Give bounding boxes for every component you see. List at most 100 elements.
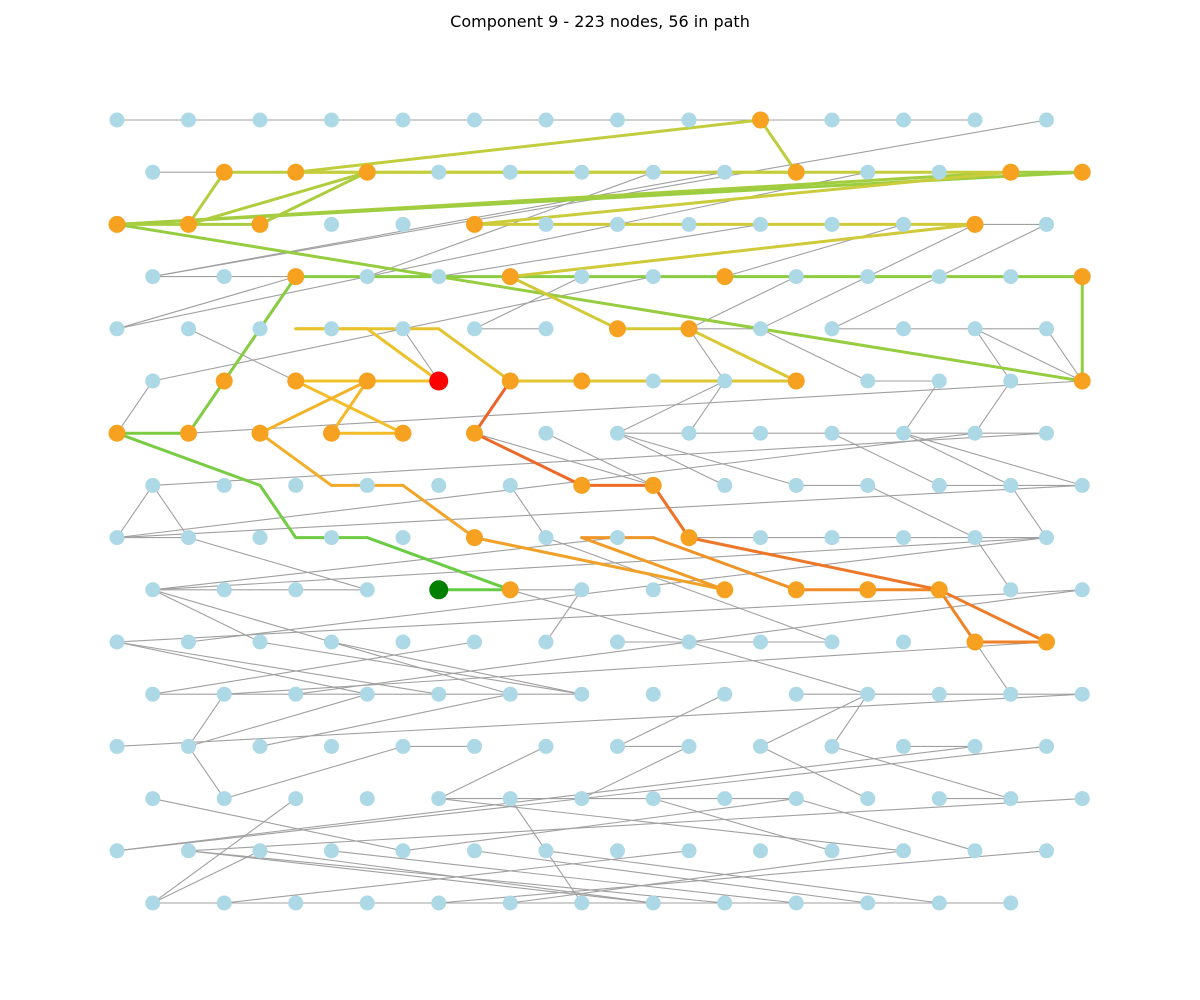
graph-node — [896, 321, 911, 337]
graph-edge — [1046, 328, 1083, 382]
path-node — [966, 215, 984, 233]
path-node — [358, 163, 376, 181]
graph-node — [324, 843, 339, 859]
graph-node — [1074, 477, 1090, 493]
graph-edge — [438, 798, 904, 852]
path-node — [394, 424, 412, 442]
graph-edge — [510, 850, 904, 904]
graph-node — [324, 216, 339, 232]
graph-edge — [224, 745, 404, 800]
graph-edge — [974, 328, 1083, 382]
graph-edge — [474, 432, 654, 486]
path-edge — [401, 483, 476, 540]
graph-node — [931, 686, 947, 702]
path-node — [287, 163, 305, 181]
graph-node — [359, 582, 375, 598]
graph-node — [431, 686, 447, 702]
path-node — [752, 111, 769, 129]
graph-node — [252, 634, 268, 650]
graph-node — [502, 164, 518, 180]
graph-node — [574, 269, 590, 285]
graph-node — [538, 425, 554, 441]
graph-node — [860, 686, 876, 702]
graph-node — [181, 321, 196, 337]
graph-node — [467, 738, 482, 754]
graph-node — [753, 321, 768, 337]
graph-node — [681, 843, 697, 859]
path-edge — [258, 483, 298, 540]
graph-node — [717, 686, 733, 702]
graph-node — [538, 634, 554, 650]
graph-node — [252, 843, 268, 859]
graph-node — [824, 112, 840, 128]
graph-node — [931, 373, 947, 389]
path-node — [609, 320, 626, 338]
graph-node — [574, 582, 590, 598]
path-edge — [687, 327, 798, 383]
path-layer — [115, 118, 1084, 644]
graph-node — [324, 634, 339, 650]
graph-node — [753, 425, 768, 441]
graph-node — [181, 843, 196, 859]
graph-edge — [760, 328, 868, 382]
graph-node — [145, 895, 161, 911]
graph-node — [252, 112, 268, 128]
path-node — [215, 163, 233, 181]
path-edge — [937, 588, 977, 644]
graph-node — [896, 425, 911, 441]
graph-node — [824, 634, 840, 650]
graph-edge — [224, 850, 690, 904]
graph-edge — [116, 432, 976, 539]
path-node — [1073, 268, 1091, 286]
graph-edge — [581, 745, 690, 800]
graph-edge — [438, 223, 761, 278]
graph-node — [824, 425, 840, 441]
graph-node — [288, 686, 304, 702]
graph-node — [467, 843, 482, 859]
graph-node — [109, 738, 125, 754]
graph-node — [1003, 582, 1019, 598]
path-edge — [365, 536, 512, 592]
graph-node — [645, 373, 661, 389]
graph-node — [824, 530, 840, 546]
graph-edge — [152, 537, 618, 591]
graph-node — [359, 895, 375, 911]
graph-edge — [688, 380, 726, 434]
path-node — [323, 424, 340, 442]
path-edge — [473, 170, 1013, 226]
graph-node — [860, 791, 876, 807]
path-node — [215, 372, 233, 390]
graph-node — [788, 269, 804, 285]
graph-node — [1039, 738, 1054, 754]
graph-node — [1003, 477, 1019, 493]
graph-node — [252, 738, 268, 754]
graph-node — [288, 477, 304, 493]
graph-node — [324, 321, 339, 337]
path-node — [108, 424, 126, 442]
graph-node — [181, 112, 196, 128]
graph-node — [824, 216, 840, 232]
path-node — [787, 372, 805, 390]
graph-node — [896, 634, 911, 650]
graph-edge — [152, 641, 475, 695]
graph-node — [610, 216, 625, 232]
graph-node — [216, 686, 232, 702]
graph-edge — [152, 485, 189, 538]
graph-node — [967, 530, 983, 546]
graph-node — [145, 164, 161, 180]
path-node — [787, 581, 805, 599]
graph-node — [181, 634, 196, 650]
graph-node — [252, 321, 268, 337]
path-edge — [651, 483, 691, 540]
graph-node — [395, 530, 411, 546]
graph-edge — [224, 641, 1047, 695]
graph-node — [931, 477, 947, 493]
graph-edge — [545, 537, 833, 643]
graph-edge — [188, 537, 1047, 643]
graph-node — [1003, 686, 1019, 702]
graph-node — [1039, 216, 1054, 232]
graph-node — [967, 425, 983, 441]
graph-node — [931, 895, 947, 911]
graph-node — [145, 373, 161, 389]
graph-node — [395, 634, 411, 650]
